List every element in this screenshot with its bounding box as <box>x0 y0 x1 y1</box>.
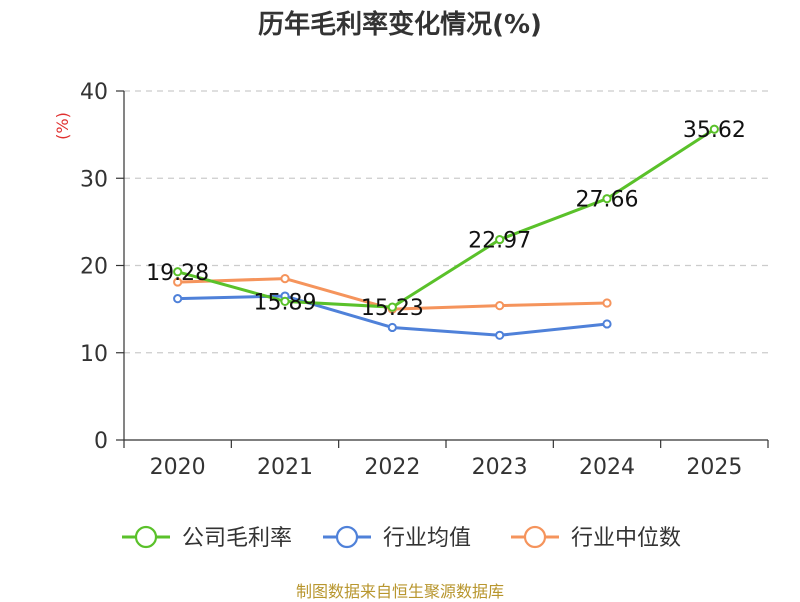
data-point <box>173 294 183 304</box>
data-point <box>173 277 183 287</box>
data-point <box>387 322 397 333</box>
label-layer: 19.28 15.89 15.23 22.97 27.66 35.62 <box>146 118 746 321</box>
legend-marker <box>335 525 359 549</box>
data-point <box>387 302 397 312</box>
data-point <box>173 267 183 277</box>
data-label: 35.62 <box>683 118 746 143</box>
data-point <box>495 234 505 245</box>
x-tick-label: 2022 <box>364 455 420 480</box>
data-label: 15.23 <box>361 296 424 321</box>
y-axis-label: (%) <box>53 112 72 140</box>
source-note: 制图数据来自恒生聚源数据库 <box>295 582 504 601</box>
legend: 公司毛利率 行业均值 行业中位数 <box>122 525 681 551</box>
x-tick-label: 2024 <box>579 455 635 480</box>
y-tick-label: 40 <box>80 80 108 105</box>
series-layer <box>173 124 719 340</box>
data-point <box>495 301 505 311</box>
data-label: 27.66 <box>576 188 639 213</box>
chart-title: 历年毛利率变化情况(%) <box>258 10 542 40</box>
data-point <box>280 273 290 284</box>
y-tick-label: 20 <box>80 255 108 280</box>
legend-label: 行业中位数 <box>571 526 681 551</box>
data-point <box>709 124 719 134</box>
axis-layer: 0 10 20 30 40 2020 2021 2022 2023 2024 2025 (%) <box>53 80 769 480</box>
data-point <box>602 194 612 204</box>
legend-marker <box>523 525 547 549</box>
y-tick-label: 10 <box>80 342 108 367</box>
y-tick-label: 30 <box>80 167 108 192</box>
x-tick-label: 2023 <box>472 455 528 480</box>
data-label: 19.28 <box>146 261 209 286</box>
legend-marker <box>134 525 158 549</box>
data-label: 22.97 <box>468 229 531 254</box>
legend-label: 公司毛利率 <box>182 526 292 551</box>
data-point <box>495 330 505 340</box>
y-tick-label: 0 <box>94 429 108 454</box>
x-tick-label: 2021 <box>257 455 313 480</box>
data-label: 15.89 <box>254 290 317 315</box>
data-point <box>602 298 612 308</box>
x-tick-label: 2020 <box>150 455 206 480</box>
data-point <box>602 319 612 329</box>
series-line-0 <box>177 127 716 309</box>
x-tick-label: 2025 <box>686 455 742 480</box>
data-point <box>280 296 290 306</box>
grid-layer <box>124 90 768 354</box>
legend-label: 行业均值 <box>383 526 471 551</box>
